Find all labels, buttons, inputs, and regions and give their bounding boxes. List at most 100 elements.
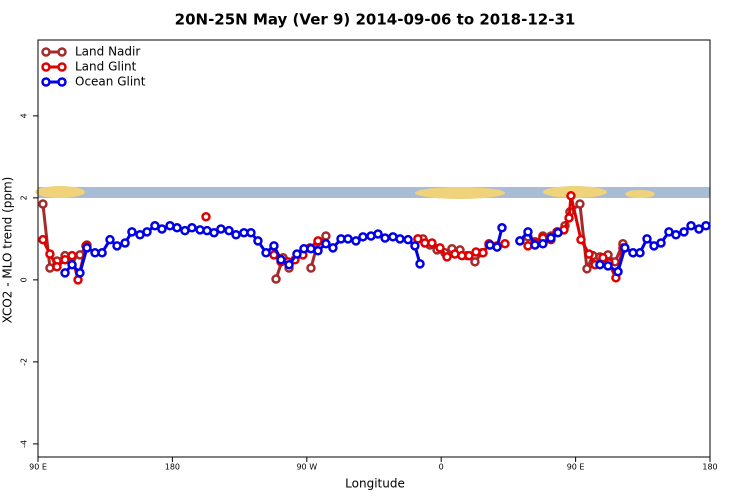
map-strip	[35, 186, 710, 199]
data-point	[292, 249, 302, 259]
x-tick-label: 90 W	[296, 463, 317, 472]
y-tick-label: 2	[20, 195, 29, 200]
data-point	[492, 242, 502, 252]
data-point	[269, 241, 279, 251]
data-point	[564, 213, 574, 223]
data-point	[60, 268, 70, 278]
data-point	[127, 227, 137, 237]
data-point	[306, 263, 316, 273]
data-point	[373, 229, 383, 239]
y-tick-label: -4	[20, 440, 29, 448]
data-point	[679, 227, 689, 237]
data-point	[530, 240, 540, 250]
data-point	[478, 248, 488, 258]
data-point	[584, 249, 594, 259]
data-point	[120, 238, 130, 248]
data-point	[642, 234, 652, 244]
data-point	[582, 264, 592, 274]
data-point	[328, 243, 338, 253]
x-tick-label: 90 E	[567, 463, 585, 472]
legend-label: Land Nadir	[75, 45, 140, 59]
data-point	[500, 239, 510, 249]
legend-marker	[57, 77, 67, 87]
data-point	[343, 234, 353, 244]
data-point	[253, 236, 263, 246]
y-tick-label: -2	[20, 358, 29, 366]
data-point	[635, 248, 645, 258]
data-point	[60, 255, 70, 265]
chart-title: 20N-25N May (Ver 9) 2014-09-06 to 2018-1…	[175, 11, 576, 29]
x-tick-label: 90 E	[29, 463, 47, 472]
legend-label: Ocean Glint	[75, 75, 146, 89]
data-point	[403, 234, 413, 245]
data-point	[313, 236, 323, 246]
data-point	[435, 243, 445, 253]
data-point	[97, 248, 107, 258]
data-point	[427, 238, 437, 248]
data-point	[538, 239, 548, 249]
data-point	[172, 223, 182, 233]
data-point	[620, 243, 630, 253]
data-point	[67, 259, 77, 270]
data-point	[67, 250, 77, 261]
data-point	[105, 234, 115, 245]
data-point	[276, 255, 286, 265]
legend-marker	[41, 47, 51, 57]
data-point	[566, 191, 576, 201]
data-point	[351, 236, 361, 246]
data-point	[231, 230, 241, 240]
data-point	[246, 227, 256, 238]
data-point	[553, 227, 563, 238]
data-point	[515, 236, 525, 246]
data-point	[415, 259, 425, 269]
data-point	[321, 239, 331, 249]
legend-label: Land Glint	[75, 60, 137, 74]
data-point	[656, 238, 666, 248]
data-point	[694, 224, 704, 234]
data-point	[523, 227, 533, 237]
data-point	[613, 266, 623, 277]
data-point	[284, 259, 294, 270]
data-point	[546, 233, 556, 243]
data-point	[150, 220, 160, 231]
data-point	[313, 246, 323, 256]
y-tick-label: 0	[20, 277, 29, 282]
data-point	[686, 220, 696, 231]
y-axis-label: XCO2 - MLO trend (ppm)	[1, 177, 15, 324]
data-point	[575, 199, 585, 209]
plot-frame	[37, 39, 711, 458]
data-point	[595, 259, 605, 270]
data-point	[75, 268, 85, 278]
x-tick-label: 180	[165, 463, 180, 472]
legend-marker	[57, 62, 67, 72]
data-point	[464, 250, 474, 261]
data-point	[395, 234, 405, 244]
data-point	[112, 241, 122, 251]
data-point	[497, 223, 507, 233]
y-tick-label: 4	[20, 113, 29, 118]
data-point	[271, 274, 281, 284]
x-tick-label: 180	[702, 463, 717, 472]
data-point	[701, 220, 711, 231]
x-tick-label: 0	[439, 463, 444, 472]
data-point	[410, 241, 420, 251]
data-point	[470, 257, 480, 267]
data-point	[321, 231, 331, 241]
data-point	[142, 227, 152, 237]
data-point	[224, 225, 234, 236]
data-point	[380, 233, 390, 243]
data-point	[82, 243, 92, 253]
data-point	[216, 224, 226, 234]
data-point	[442, 252, 452, 262]
data-point	[201, 211, 211, 222]
data-point	[576, 234, 586, 245]
data-point	[358, 232, 368, 242]
data-point	[38, 234, 48, 245]
data-point	[209, 227, 219, 238]
data-point	[603, 261, 613, 271]
legend-marker	[57, 47, 67, 57]
data-point	[38, 199, 48, 209]
data-point	[261, 248, 271, 258]
legend-marker	[41, 77, 51, 87]
